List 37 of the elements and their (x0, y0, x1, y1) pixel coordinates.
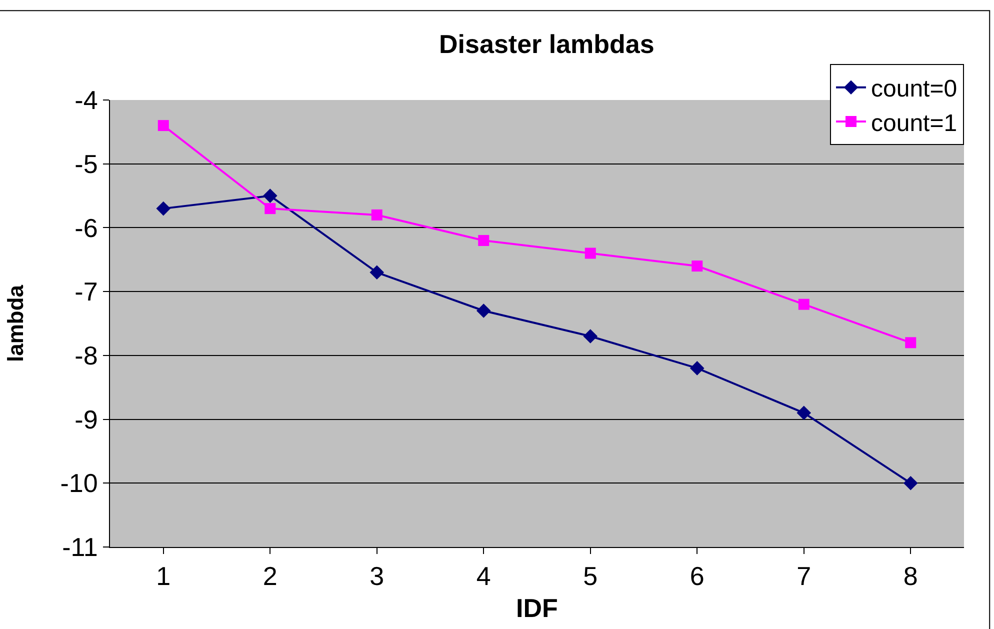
y-tick-label: -4 (74, 85, 98, 116)
point (583, 329, 598, 344)
y-tick-label: -5 (74, 148, 98, 179)
x-tick-label: 4 (476, 561, 491, 592)
point (903, 476, 918, 490)
point (262, 188, 278, 203)
point (478, 234, 490, 246)
legend-label: count=1 (871, 110, 958, 137)
y-tick-label: -9 (74, 404, 98, 434)
point (584, 248, 596, 259)
legend-label: count=0 (871, 76, 958, 103)
y-tick-label: -11 (62, 532, 98, 562)
point (370, 265, 384, 280)
y-tick-label: -6 (74, 212, 98, 243)
x-tick-label: 5 (583, 561, 598, 592)
x-tick-label: 2 (262, 561, 278, 592)
point (371, 209, 382, 220)
point (905, 337, 916, 348)
chart-title: Disaster lambdas (439, 29, 654, 60)
x-tick-label: 7 (796, 561, 812, 592)
y-tick-label: -10 (60, 468, 98, 498)
point (476, 304, 491, 318)
point (264, 203, 276, 214)
point (690, 361, 704, 376)
x-tick-label: 1 (156, 561, 171, 592)
x-tick-label: 3 (370, 561, 384, 592)
point (156, 201, 171, 216)
point (798, 298, 810, 310)
x-axis-title: IDF (516, 592, 558, 623)
x-tick-label: 8 (903, 561, 918, 592)
point (158, 120, 169, 132)
y-tick-label: -8 (74, 340, 98, 371)
y-axis-title: lambda (3, 284, 28, 362)
x-tick-label: 6 (690, 561, 704, 592)
point (796, 406, 812, 420)
point (692, 260, 703, 272)
y-tick-label: -7 (74, 276, 98, 307)
